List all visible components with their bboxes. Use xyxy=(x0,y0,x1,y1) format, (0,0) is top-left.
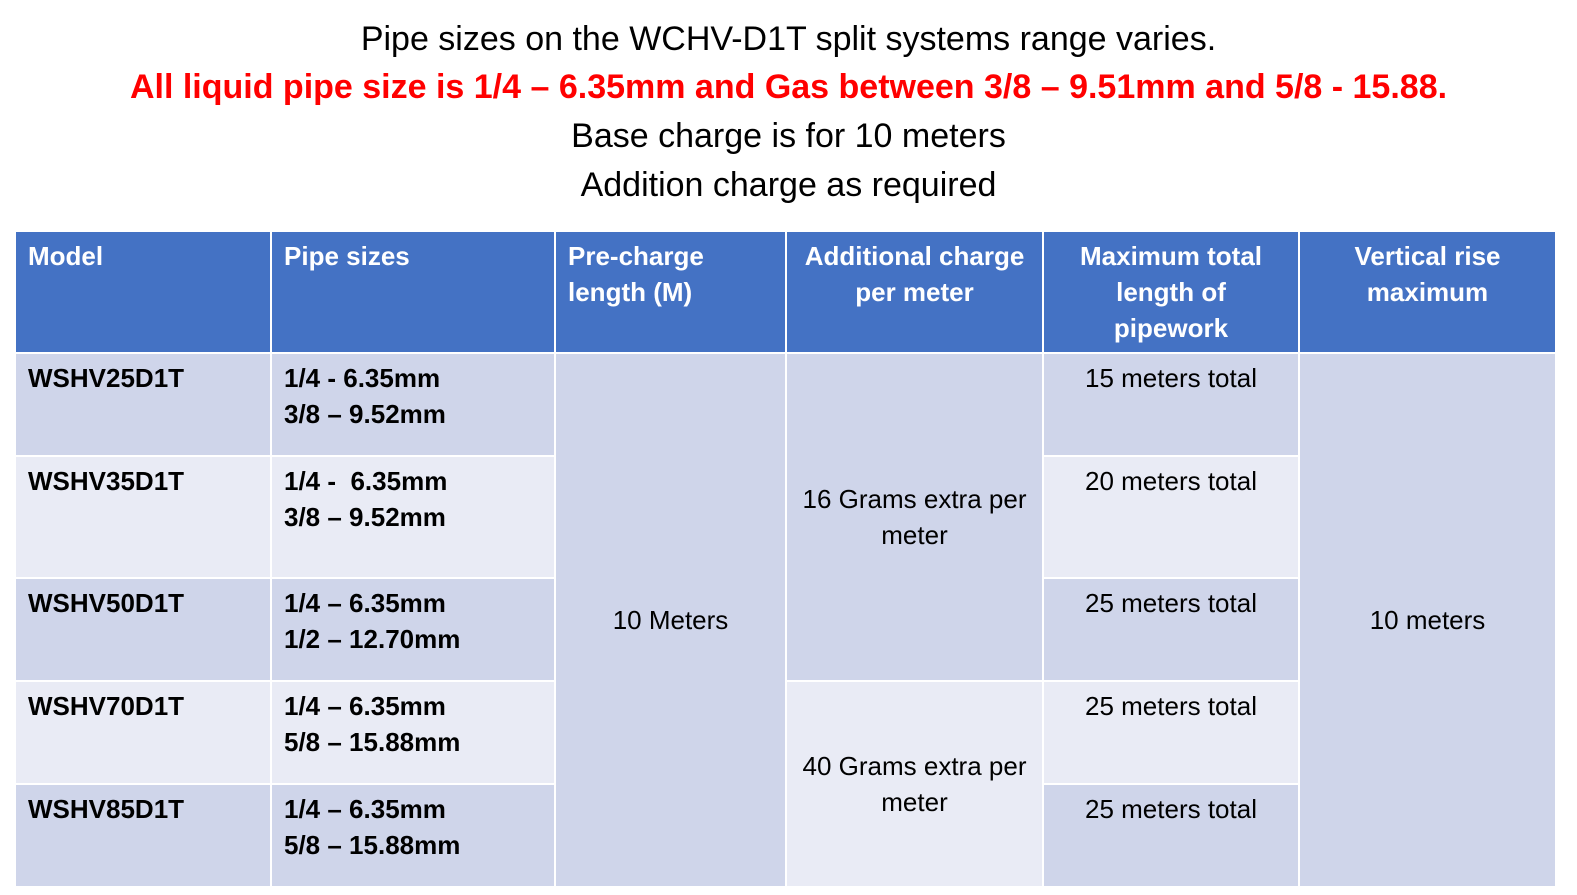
model-cell: WSHV35D1T xyxy=(14,455,272,579)
column-header-model: Model xyxy=(14,230,272,354)
model-cell: WSHV70D1T xyxy=(14,680,272,785)
heading-line-2-warning: All liquid pipe size is 1/4 – 6.35mm and… xyxy=(129,68,1448,106)
gas-pipe-size: 5/8 – 15.88mm xyxy=(284,830,461,860)
liquid-pipe-size: 1/4 - 6.35mm xyxy=(284,363,441,393)
max-length-cell: 20 meters total xyxy=(1042,455,1300,579)
column-header-max-length: Maximum total length of pipework xyxy=(1042,230,1300,354)
pipe-sizes-cell: 1/4 – 6.35mm 1/2 – 12.70mm xyxy=(270,577,556,682)
max-length-cell: 25 meters total xyxy=(1042,680,1300,785)
pipe-size-table: Model Pipe sizes Pre-charge length (M) A… xyxy=(14,230,1557,888)
pipe-sizes-cell: 1/4 - 6.35mm 3/8 – 9.52mm xyxy=(270,455,556,579)
gas-pipe-size: 5/8 – 15.88mm xyxy=(284,727,461,757)
precharge-cell: 10 Meters xyxy=(554,352,787,888)
liquid-pipe-size: 1/4 - 6.35mm xyxy=(284,466,448,496)
max-length-cell: 25 meters total xyxy=(1042,577,1300,682)
gas-pipe-size: 1/2 – 12.70mm xyxy=(284,624,461,654)
liquid-pipe-size: 1/4 – 6.35mm xyxy=(284,691,446,721)
max-length-cell: 25 meters total xyxy=(1042,783,1300,888)
table-header-row: Model Pipe sizes Pre-charge length (M) A… xyxy=(14,230,1557,354)
column-header-pipe-sizes: Pipe sizes xyxy=(270,230,556,354)
model-cell: WSHV85D1T xyxy=(14,783,272,888)
liquid-pipe-size: 1/4 – 6.35mm xyxy=(284,794,446,824)
heading-line-4: Addition charge as required xyxy=(580,166,997,204)
table-row: WSHV35D1T 1/4 - 6.35mm 3/8 – 9.52mm 20 m… xyxy=(14,455,1556,579)
heading-line-3: Base charge is for 10 meters xyxy=(571,117,1006,155)
model-cell: WSHV50D1T xyxy=(14,577,272,682)
pipe-sizes-cell: 1/4 – 6.35mm 5/8 – 15.88mm xyxy=(270,680,556,785)
heading-line-1: Pipe sizes on the WCHV-D1T split systems… xyxy=(360,20,1217,58)
pipe-sizes-cell: 1/4 – 6.35mm 5/8 – 15.88mm xyxy=(270,783,556,888)
pipe-sizes-cell: 1/4 - 6.35mm 3/8 – 9.52mm xyxy=(270,352,556,457)
column-header-vertical-rise: Vertical rise maximum xyxy=(1298,230,1557,354)
table-row: WSHV25D1T 1/4 - 6.35mm 3/8 – 9.52mm 10 M… xyxy=(14,352,1557,888)
gas-pipe-size: 3/8 – 9.52mm xyxy=(284,502,446,532)
additional-charge-cell: 40 Grams extra per meter xyxy=(785,680,1044,888)
table-row: WSHV70D1T 1/4 – 6.35mm 5/8 – 15.88mm 40 … xyxy=(14,680,1556,888)
liquid-pipe-size: 1/4 – 6.35mm xyxy=(284,588,446,618)
gas-pipe-size: 3/8 – 9.52mm xyxy=(284,399,446,429)
vertical-rise-cell: 10 meters xyxy=(1298,352,1557,888)
model-cell: WSHV25D1T xyxy=(14,352,272,457)
additional-charge-cell: 16 Grams extra per meter xyxy=(785,352,1044,682)
column-header-precharge: Pre-charge length (M) xyxy=(554,230,787,354)
table-row: WSHV50D1T 1/4 – 6.35mm 1/2 – 12.70mm 25 … xyxy=(14,577,1556,682)
max-length-cell: 15 meters total xyxy=(1042,352,1300,457)
column-header-additional-charge: Additional charge per meter xyxy=(785,230,1044,354)
table-row: WSHV85D1T 1/4 – 6.35mm 5/8 – 15.88mm 25 … xyxy=(14,783,1556,888)
